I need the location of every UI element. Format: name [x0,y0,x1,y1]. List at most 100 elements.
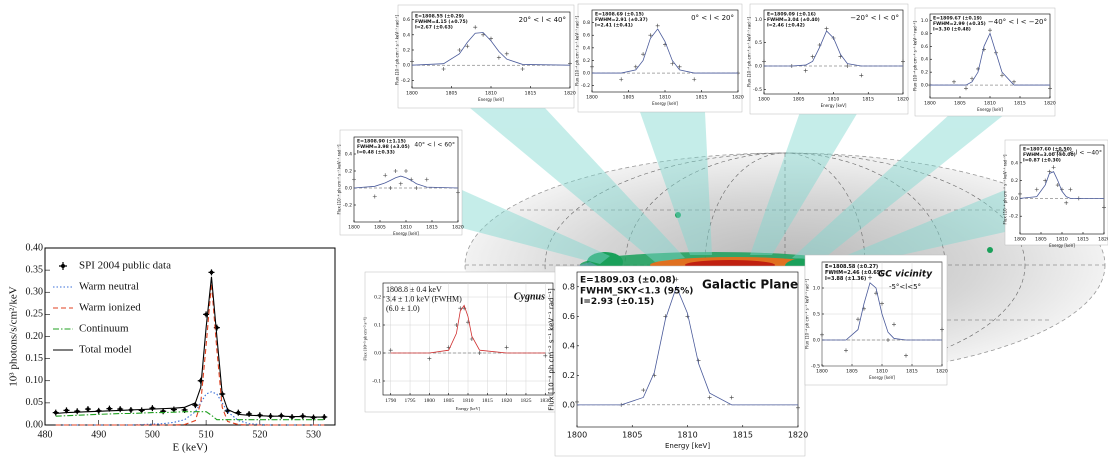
data-point [880,301,884,306]
data-point-dot [209,270,214,275]
x-tick-label: 1800 [924,101,936,107]
x-tick-label: 1810 [984,101,996,107]
panel: 1800 1805 1810 1815 1820 0.0 0.2 0.4 0.6 0.8 1.0 En… [912,7,1056,117]
x-axis-label: Energy [keV] [652,101,678,106]
data-point [970,76,974,81]
data-point [427,356,432,361]
x-tick-label: 1815 [1014,101,1026,107]
data-point [982,47,986,52]
data-point [1047,169,1052,174]
data-point-dot [182,408,187,412]
model-line [930,32,1050,86]
y-tick-label: 0.4 [562,341,575,350]
model-line [822,282,942,341]
y-tick-label: 0.0 [374,350,381,356]
panel-background [577,3,743,113]
y-tick-label: 0.0 [345,186,352,192]
fit-annotation: E=1809.03 (±0.08) [580,276,676,286]
model-line [55,283,325,426]
legend-marker-dot [61,264,65,268]
data-point [456,190,460,195]
data-point [457,48,462,52]
data-point [844,348,848,353]
data-point [388,348,393,353]
plot-area [44,247,336,426]
data-point [1012,79,1016,84]
x-tick-label: 1810 [463,398,474,404]
y-tick-label: 0.4 [1011,160,1018,166]
y-tick-label: -0.5 [753,87,762,93]
fit-annotation: FWHM=4.15 (±0.75) [415,19,468,25]
x-tick-label: 1810 [659,95,671,101]
legend-label: Warm neutral [79,281,139,293]
y-tick-label: 0.20 [26,331,44,342]
data-point [674,277,679,282]
x-tick-label: 1820 [564,91,576,97]
data-point-dot [64,408,69,413]
data-point [1064,200,1069,205]
x-tick-label: 1815 [525,91,537,97]
x-tick-label: 1805 [443,398,454,404]
data-point [964,86,968,91]
data-point [633,64,638,69]
projection-wedges [462,108,1005,266]
fit-annotation: FWHM=2.91 (±0.37) [595,17,648,23]
panel-title: Cygnus [514,291,545,302]
panel-background [804,254,948,386]
data-point-dot [107,406,112,411]
x-tick-label: 1800 [816,369,828,375]
panel-background [364,271,558,413]
data-point [1018,191,1022,196]
x-tick-label: 1815 [733,431,753,440]
x-tick-label: 1815 [906,369,918,375]
x-tick-label: 1830 [540,398,551,404]
x-axis-label: E (keV) [172,442,207,454]
y-tick-label: 0.2 [374,294,381,300]
x-axis-label: Energy [keV] [456,406,481,411]
x-tick-label: 1805 [846,369,858,375]
x-tick-label: 1800 [1014,237,1026,243]
y-axis-label: 10³ photons/s/cm²/keV [8,286,20,386]
panel-title: 0° < l < 20° [691,14,734,22]
y-axis-label: Flux [10⁻⁴ ph cm⁻² s⁻¹ keV⁻¹ rad⁻¹] [394,15,399,85]
x-tick-label: 1800 [348,225,360,231]
x-tick-label: 1790 [385,398,396,404]
y-axis-label: Flux [10⁻³ ph cm⁻² s⁻¹] [362,317,367,361]
y-tick-label: -0.2 [1009,214,1018,220]
panel-title: −60° < l < −40° [1051,150,1102,157]
y-tick-label: -0.5 [811,364,820,370]
y-axis-label: Flux [10⁻⁴ ph cm⁻² s⁻¹ keV⁻¹ rad⁻¹] [1002,154,1007,224]
data-point [575,399,579,404]
y-tick-label: 0.2 [345,169,352,175]
y-tick-label: 0.8 [562,282,575,291]
fit-annotation: I=2.93 (±0.15) [580,297,654,307]
fit-annotation: I=3.88 (±1.36) [825,276,866,282]
data-point [892,322,896,327]
data-point [952,79,956,84]
data-point [404,169,408,173]
data-point [496,55,501,60]
x-tick-label: 520 [252,429,267,440]
y-tick-label: 0.0 [1011,196,1018,202]
legend-label: Continuum [79,323,129,335]
data-point [1102,205,1106,210]
y-tick-label: 0.6 [921,44,928,50]
panel-title: 40° < l < 60° [414,142,455,149]
panel-title: GC vicinity [878,270,933,280]
x-tick-label: 1805 [446,91,458,97]
data-point [859,73,864,78]
fit-annotation: E=1808.55 (±0.29) [415,14,464,20]
data-point [824,26,829,31]
y-tick-label: 0.2 [403,48,410,54]
y-axis-label: Flux [10⁻⁴ ph cm⁻² s⁻¹ keV⁻¹ rad⁻¹] [912,21,917,91]
x-axis-label: Energy [keV] [977,107,1003,112]
x-tick-label: 1815 [426,225,438,231]
y-tick-label: 0.00 [26,419,44,430]
y-tick-label: 0.0 [813,338,820,344]
panel-background [1004,139,1108,246]
model-line [390,304,546,354]
y-tick-label: 0.6 [403,17,410,23]
data-point [352,177,356,182]
x-tick-label: 1810 [400,225,412,231]
y-tick-label: 0.4 [403,32,410,38]
